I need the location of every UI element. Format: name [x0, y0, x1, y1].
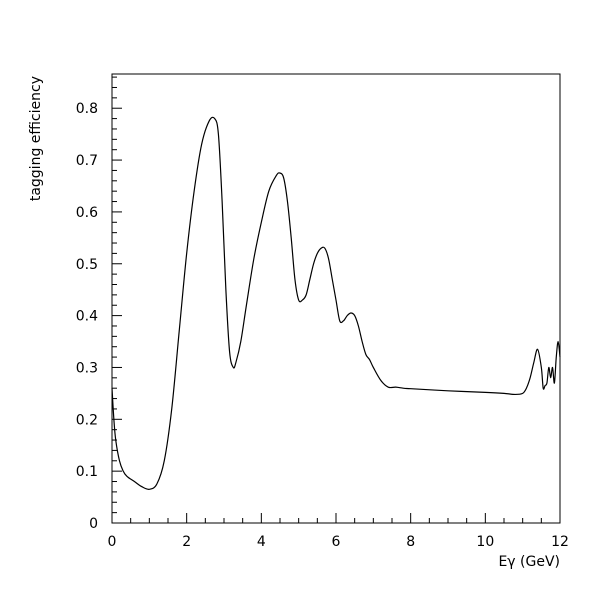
x-tick-label: 2: [182, 534, 191, 550]
x-axis-title: Eγ (GeV): [498, 554, 560, 570]
y-axis-tick-labels: 0 0.1 0.2 0.3 0.4 0.5 0.6 0.7 0.8: [76, 101, 98, 532]
y-axis-ticks: [112, 76, 122, 524]
x-tick-label: 10: [476, 534, 494, 550]
y-tick-label: 0.1: [76, 464, 98, 480]
y-tick-label: 0.4: [76, 309, 98, 325]
x-tick-label: 12: [551, 534, 569, 550]
y-tick-label: 0.7: [76, 153, 98, 169]
y-axis-title: tagging efficiency: [28, 76, 44, 201]
x-tick-label: 8: [406, 534, 415, 550]
y-tick-label: 0.2: [76, 412, 98, 428]
y-tick-label: 0.6: [76, 205, 98, 221]
x-axis-tick-labels: 0 2 4 6 8 10 12: [108, 534, 569, 550]
efficiency-curve: [111, 116, 561, 490]
y-tick-label: 0.3: [76, 360, 98, 376]
x-tick-label: 6: [332, 534, 341, 550]
x-axis-ticks: [111, 513, 561, 523]
y-tick-label: 0: [89, 516, 98, 532]
y-tick-label: 0.8: [76, 101, 98, 117]
y-tick-label: 0.5: [76, 257, 98, 273]
x-tick-label: 4: [257, 534, 266, 550]
x-tick-label: 0: [108, 534, 117, 550]
